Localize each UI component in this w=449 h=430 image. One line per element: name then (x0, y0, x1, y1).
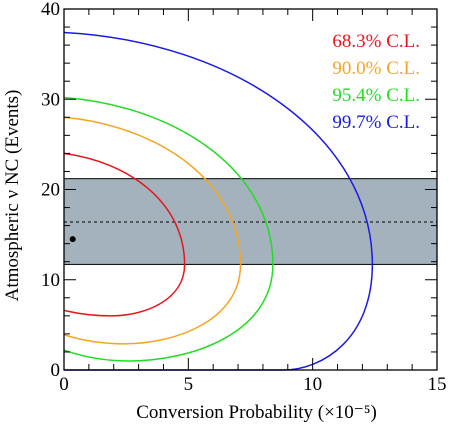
legend-label-1: 90.0% C.L. (332, 58, 420, 79)
x-tick-label: 15 (428, 374, 447, 395)
legend-label-3: 99.7% C.L. (332, 112, 420, 133)
y-tick-label: 10 (41, 270, 60, 291)
contour-2 (63, 96, 274, 362)
x-axis-title: Conversion Probability (×10⁻⁵) (136, 402, 377, 423)
x-tick-label: 0 (59, 374, 69, 395)
contour-1 (63, 116, 242, 345)
y-axis-title: Atmospheric ν NC (Events) (2, 90, 23, 302)
x-tick-label: 5 (184, 374, 194, 395)
legend-label-2: 95.4% C.L. (332, 85, 420, 106)
best-fit-point (69, 236, 76, 243)
x-tick-label: 10 (303, 374, 322, 395)
y-tick-label: 20 (41, 180, 60, 201)
legend-label-0: 68.3% C.L. (332, 31, 420, 52)
y-tick-label: 40 (41, 0, 60, 20)
y-tick-label: 30 (41, 89, 60, 110)
contour-0 (63, 152, 186, 317)
y-tick-label: 0 (51, 360, 61, 381)
